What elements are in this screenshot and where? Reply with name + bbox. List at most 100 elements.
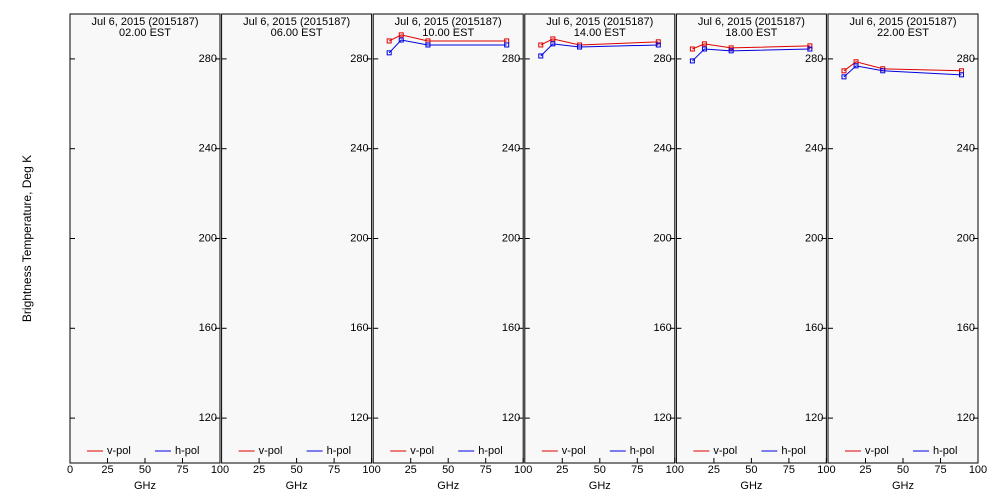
x-tick-label: 25 [101, 464, 113, 476]
series-line [540, 38, 659, 46]
y-tick-label: 160 [957, 322, 975, 334]
plot-area [372, 13, 524, 464]
x-axis-label: GHz [589, 480, 611, 492]
data-point [504, 42, 510, 48]
data-point [655, 42, 661, 48]
data-point [386, 50, 392, 56]
y-axis-label: Brightness Temperature, Deg K [20, 155, 34, 322]
y-tick-label: 160 [350, 322, 368, 334]
y-tick-label: 120 [199, 412, 217, 424]
y-tick-label: 120 [957, 412, 975, 424]
data-point [398, 37, 404, 43]
data-point [880, 68, 886, 74]
x-axis-label: GHz [437, 480, 459, 492]
x-tick-label: 100 [514, 464, 532, 476]
series-line [843, 65, 962, 78]
chart-title: Jul 6, 2015 (2015187) [698, 16, 805, 28]
legend-label: v-pol [562, 445, 586, 457]
legend-label: h-pol [781, 445, 805, 457]
y-tick-label: 120 [653, 412, 671, 424]
y-tick-label: 160 [502, 322, 520, 334]
x-tick-label: 25 [253, 464, 265, 476]
x-tick-label: 75 [934, 464, 946, 476]
data-point [728, 45, 734, 51]
data-point [655, 39, 661, 45]
data-point [701, 41, 707, 47]
chart-title: Jul 6, 2015 (2015187) [546, 16, 653, 28]
legend-label: v-pol [410, 445, 434, 457]
y-tick-label: 280 [653, 53, 671, 65]
legend-label: v-pol [865, 445, 889, 457]
x-tick-label: 100 [817, 464, 835, 476]
y-tick-label: 240 [957, 143, 975, 155]
x-tick-label: 75 [176, 464, 188, 476]
chart-title: Jul 6, 2015 (2015187) [91, 16, 198, 28]
x-tick-label: 100 [211, 464, 229, 476]
x-tick-label: 100 [362, 464, 380, 476]
y-tick-label: 200 [957, 232, 975, 244]
x-tick-label: 50 [745, 464, 757, 476]
plot-area [675, 13, 827, 464]
x-tick-label: 25 [708, 464, 720, 476]
x-tick-label: 75 [480, 464, 492, 476]
x-tick-label: 75 [783, 464, 795, 476]
y-tick-label: 120 [805, 412, 823, 424]
x-tick-label: 75 [631, 464, 643, 476]
chart-subtitle: 22.00 EST [877, 27, 929, 39]
y-tick-label: 200 [199, 232, 217, 244]
series-line [843, 61, 962, 72]
x-tick-label: 100 [969, 464, 987, 476]
data-point [577, 44, 583, 50]
x-tick-label: 75 [328, 464, 340, 476]
y-tick-label: 120 [350, 412, 368, 424]
legend-label: h-pol [630, 445, 654, 457]
x-tick-label: 50 [290, 464, 302, 476]
x-tick-label: 0 [67, 464, 73, 476]
chart-title: Jul 6, 2015 (2015187) [395, 16, 502, 28]
chart-subtitle: 18.00 EST [725, 27, 777, 39]
y-tick-label: 200 [653, 232, 671, 244]
legend-label: v-pol [713, 445, 737, 457]
x-axis-label: GHz [134, 480, 156, 492]
data-point [689, 46, 695, 52]
data-point [841, 74, 847, 80]
plot-area [221, 13, 373, 464]
data-point [807, 46, 813, 52]
y-tick-label: 280 [805, 53, 823, 65]
y-tick-label: 240 [199, 143, 217, 155]
x-tick-label: 50 [897, 464, 909, 476]
data-point [538, 42, 544, 48]
legend-label: h-pol [478, 445, 502, 457]
y-tick-label: 280 [502, 53, 520, 65]
y-tick-label: 280 [350, 53, 368, 65]
y-tick-label: 240 [502, 143, 520, 155]
y-tick-label: 120 [502, 412, 520, 424]
x-tick-label: 25 [556, 464, 568, 476]
x-axis-label: GHz [286, 480, 308, 492]
y-tick-label: 200 [350, 232, 368, 244]
data-point [538, 53, 544, 59]
series-line [388, 34, 507, 42]
legend-label: h-pol [933, 445, 957, 457]
x-tick-label: 50 [139, 464, 151, 476]
plot-area [827, 13, 979, 464]
data-point [959, 72, 964, 78]
series-line [692, 48, 810, 62]
x-tick-label: 50 [442, 464, 454, 476]
data-point [807, 43, 813, 49]
x-axis-label: GHz [740, 480, 762, 492]
chart-subtitle: 10.00 EST [422, 27, 474, 39]
chart-title: Jul 6, 2015 (2015187) [243, 16, 350, 28]
data-point [728, 48, 734, 54]
x-axis-label: GHz [892, 480, 914, 492]
data-point [398, 32, 404, 38]
data-point [550, 36, 556, 42]
x-tick-label: 25 [405, 464, 417, 476]
y-tick-label: 160 [199, 322, 217, 334]
chart-subtitle: 14.00 EST [574, 27, 626, 39]
x-tick-label: 25 [859, 464, 871, 476]
series-line [692, 43, 810, 50]
data-point [853, 63, 859, 69]
chart-title: Jul 6, 2015 (2015187) [849, 16, 956, 28]
